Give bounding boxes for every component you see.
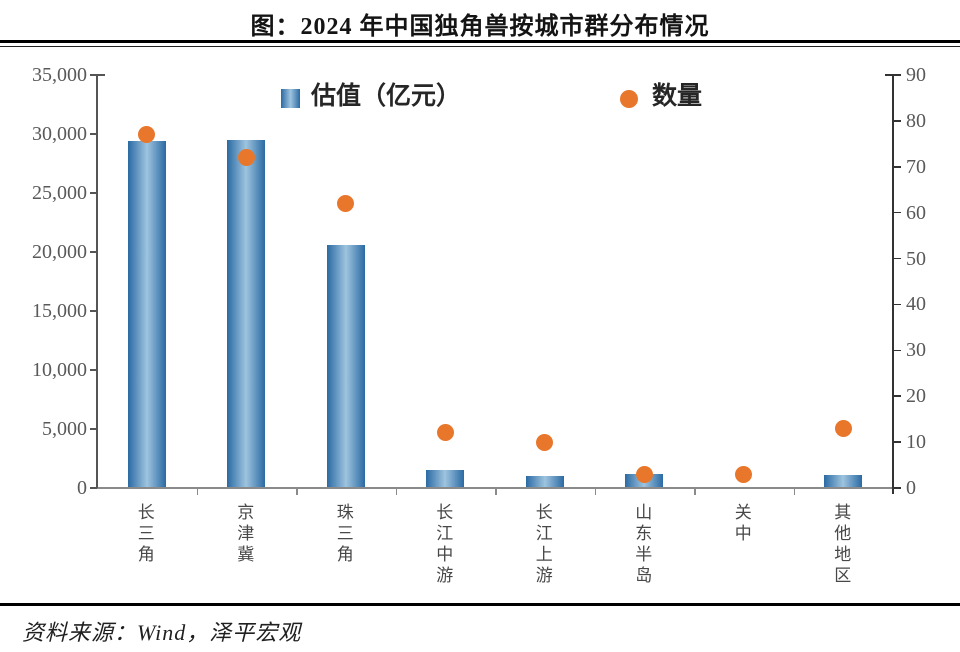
valuation-bar (127, 141, 166, 488)
valuation-bar (326, 244, 365, 488)
left-axis-tick-label: 0 (77, 477, 87, 499)
x-axis-tick (395, 488, 397, 495)
right-axis-tick-label: 0 (906, 477, 916, 499)
right-axis-tick-label: 60 (906, 201, 926, 224)
count-dot (237, 149, 255, 167)
count-dot (834, 419, 852, 437)
right-axis-tick-label: 50 (906, 247, 926, 270)
valuation-bar (525, 476, 564, 488)
right-axis-tick (894, 349, 901, 352)
right-axis-tick-label: 90 (906, 64, 926, 86)
category-label: 京津冀 (234, 503, 254, 566)
category-label: 长江中游 (433, 503, 453, 587)
count-legend-label: 数量 (652, 83, 703, 110)
left-axis-tick-label: 5,000 (42, 418, 87, 440)
source-divider (0, 603, 960, 606)
valuation-legend-label: 估值（亿元） (311, 83, 462, 110)
left-axis-tick (90, 133, 97, 135)
valuation-bar (824, 475, 863, 488)
valuation-bar (227, 139, 266, 488)
left-axis-tick (90, 251, 97, 253)
left-axis-tick-label: 15,000 (32, 300, 87, 322)
right-axis-tick (894, 166, 901, 168)
right-axis-tick-label: 80 (906, 109, 926, 132)
right-axis-tick-label: 40 (906, 293, 926, 316)
right-axis-tick-label: 20 (906, 385, 926, 408)
x-axis-tick (495, 488, 497, 495)
left-axis-tick (90, 74, 97, 76)
left-axis-top-cap (97, 74, 105, 76)
x-axis-tick (296, 488, 298, 495)
count-legend-dot-icon (620, 90, 638, 108)
count-dot (436, 424, 454, 442)
right-axis-tick (894, 487, 901, 489)
count-dot (337, 194, 355, 212)
category-label: 关中 (731, 503, 751, 545)
left-axis-tick (90, 192, 97, 194)
valuation-bar (426, 470, 465, 488)
category-label: 长三角 (134, 503, 154, 566)
left-axis-tick (90, 487, 97, 489)
title-divider-thick (0, 40, 960, 43)
count-dot (138, 126, 156, 144)
right-axis-tick (894, 211, 901, 214)
right-axis-tick (894, 395, 901, 397)
left-axis-tick-label: 30,000 (32, 123, 87, 145)
title-divider-thin (0, 46, 960, 47)
right-axis-tick-label: 70 (906, 155, 926, 178)
right-axis-top-cap (885, 74, 893, 76)
category-label: 长江上游 (532, 503, 552, 587)
chart-title: 图：2024 年中国独角兽按城市群分布情况 (250, 14, 710, 40)
left-axis-tick (90, 369, 97, 371)
valuation-legend-swatch-icon (281, 89, 300, 108)
category-label: 其他地区 (831, 503, 851, 587)
right-axis-tick (894, 303, 901, 306)
left-axis-line (96, 74, 98, 488)
x-axis-line (90, 487, 898, 489)
right-axis-tick (894, 257, 901, 260)
x-axis-tick (196, 488, 198, 495)
left-axis-tick-label: 25,000 (32, 182, 87, 204)
right-axis-tick (894, 74, 901, 76)
left-axis-tick (90, 428, 97, 430)
source-note: 资料来源：Wind，泽平宏观 (22, 620, 302, 645)
right-axis-tick-label: 10 (906, 431, 926, 454)
right-axis-tick (894, 441, 901, 443)
left-axis-tick-label: 20,000 (32, 241, 87, 263)
category-label: 珠三角 (333, 503, 353, 566)
right-axis-tick (894, 120, 901, 122)
x-axis-tick (793, 488, 795, 495)
left-axis-tick-label: 10,000 (32, 359, 87, 381)
x-axis-tick (594, 488, 596, 495)
left-axis-tick-label: 35,000 (32, 64, 87, 86)
category-label: 山东半岛 (632, 503, 652, 587)
right-axis-tick-label: 30 (906, 339, 926, 362)
x-axis-tick (694, 488, 696, 495)
count-dot (536, 433, 554, 451)
count-dot (635, 465, 653, 483)
left-axis-tick (90, 310, 97, 312)
count-dot (735, 465, 753, 483)
right-axis-line (892, 74, 894, 494)
